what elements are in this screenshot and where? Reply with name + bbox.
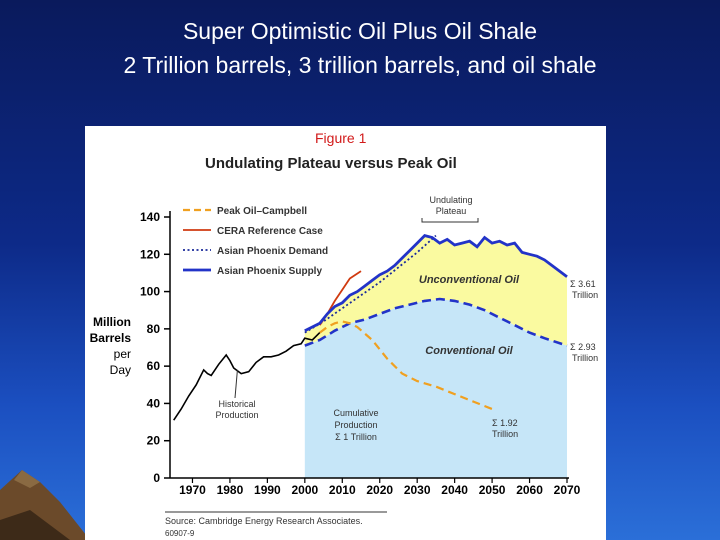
y-axis-label: Barrels	[90, 331, 132, 345]
x-tick-label: 2010	[329, 483, 356, 497]
annotation-cumulative-production: Cumulative	[333, 408, 378, 418]
x-tick-label: 2060	[516, 483, 543, 497]
annotation-undulating-plateau: Plateau	[436, 206, 467, 216]
historical-pointer	[234, 369, 238, 399]
annotation-sum-1-92: Trillion	[492, 429, 518, 439]
chart-source: Source: Cambridge Energy Research Associ…	[165, 516, 363, 526]
y-tick-label: 20	[147, 434, 161, 448]
annotation-sum-2-93: Σ 2.93	[570, 342, 596, 352]
y-axis-label: Day	[110, 363, 131, 377]
slide-title-line-1: Super Optimistic Oil Plus Oil Shale	[182, 18, 538, 44]
y-tick-label: 60	[147, 359, 161, 373]
annotation-cumulative-production: Σ 1 Trillion	[335, 432, 377, 442]
legend-label: Asian Phoenix Demand	[217, 246, 328, 257]
annotation-sum-2-93: Trillion	[572, 353, 598, 363]
series-line-peak-oil-campbell	[319, 320, 493, 411]
plateau-bracket	[421, 218, 479, 223]
x-tick-label: 2050	[479, 483, 506, 497]
unconventional-oil-area	[304, 235, 567, 346]
annotation-historical-production: Historical	[218, 399, 255, 409]
legend-label: Asian Phoenix Supply	[217, 266, 322, 277]
y-axis-label: per	[114, 347, 131, 361]
y-axis-label: Million	[93, 315, 131, 329]
y-tick-label: 40	[147, 396, 161, 410]
annotation-undulating-plateau: Undulating	[429, 195, 472, 205]
annotation-unconventional-oil: Unconventional Oil	[419, 274, 520, 286]
annotation-cumulative-production: Production	[334, 420, 377, 430]
y-tick-label: 140	[140, 210, 160, 224]
annotation-sum-1-92: Σ 1.92	[492, 418, 518, 428]
chart-figure: Figure 1 Undulating Plateau versus Peak O…	[85, 126, 606, 540]
x-tick-label: 2030	[404, 483, 431, 497]
slide-title-line-2: 2 Trillion barrels, 3 trillion barrels, …	[123, 52, 597, 78]
legend-label: Peak Oil–Campbell	[217, 206, 307, 217]
x-tick-label: 1970	[179, 483, 206, 497]
annotation-historical-production: Production	[215, 410, 258, 420]
y-tick-label: 80	[147, 322, 161, 336]
annotation-sum-3-61: Σ 3.61	[570, 279, 596, 289]
series-line-conventional-oil	[304, 297, 568, 347]
y-tick-label: 0	[153, 471, 160, 485]
chart-title: Undulating Plateau versus Peak Oil	[205, 155, 457, 172]
conventional-oil-area	[304, 299, 567, 478]
x-tick-label: 1990	[254, 483, 281, 497]
x-tick-label: 2000	[291, 483, 318, 497]
annotation-sum-3-61: Trillion	[572, 290, 598, 300]
figure-label: Figure 1	[315, 130, 367, 146]
x-tick-label: 2040	[441, 483, 468, 497]
x-tick-label: 2020	[366, 483, 393, 497]
annotation-conventional-oil: Conventional Oil	[425, 345, 513, 357]
legend-label: CERA Reference Case	[217, 226, 323, 237]
series-line-historical-production	[173, 332, 321, 421]
x-tick-label: 2070	[554, 483, 581, 497]
mountain-decoration-icon	[0, 470, 90, 540]
y-tick-label: 100	[140, 285, 160, 299]
y-tick-label: 120	[140, 247, 160, 261]
chart-code: 60907-9	[165, 529, 195, 538]
series-line-asian-phoenix-supply	[304, 234, 568, 332]
x-tick-label: 1980	[217, 483, 244, 497]
